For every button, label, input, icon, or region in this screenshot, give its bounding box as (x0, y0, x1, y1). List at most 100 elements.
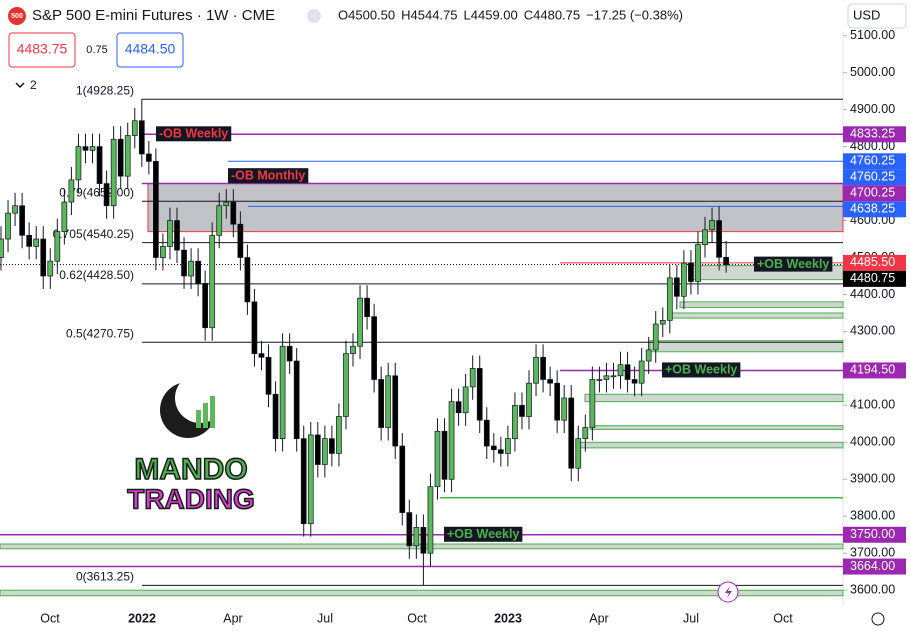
level-label-bg (843, 185, 906, 202)
y-tick-label: 4300.00 (850, 324, 895, 338)
zone (0, 589, 844, 597)
zone (147, 182, 844, 233)
zone (589, 425, 844, 430)
indicator-count: 2 (30, 78, 37, 92)
candle-body (286, 345, 293, 362)
annotation: +OB Weekly (665, 363, 737, 377)
candle-body (40, 238, 47, 277)
y-tick-label: 3800.00 (850, 509, 895, 523)
candle-body (5, 212, 11, 240)
candle-body (497, 449, 504, 454)
level-label: 3664.00 (850, 559, 895, 573)
candle-body (540, 356, 546, 380)
ohlc-value: −17.25 (−0.38%) (586, 7, 683, 22)
hide-button[interactable] (307, 9, 321, 23)
y-tick-label: 3600.00 (850, 583, 895, 597)
candle-body (399, 445, 406, 513)
candle-body (26, 234, 33, 247)
candle-body (216, 205, 223, 236)
annotation-bg (444, 526, 523, 542)
candle-body (145, 153, 152, 162)
y-tick-label: 4100.00 (850, 398, 895, 412)
y-tick-label: 4400.00 (850, 287, 895, 301)
candle-body (476, 368, 483, 421)
level-label-bg (843, 201, 906, 218)
candle-body (103, 183, 110, 207)
candle-body (624, 364, 631, 380)
bid: 4483.75 (17, 41, 68, 57)
candle-body (547, 379, 553, 384)
currency-select[interactable] (847, 3, 907, 29)
candle-body (652, 323, 659, 351)
zone (579, 441, 844, 449)
ohlc-label: L (464, 7, 471, 22)
candle-body (702, 229, 708, 245)
candle-body (321, 438, 328, 465)
candle-body (343, 353, 349, 417)
candle-body (575, 438, 582, 469)
logo-bar (203, 403, 208, 428)
symbol-icon-text: 500 (11, 13, 23, 20)
sell-button[interactable] (8, 32, 76, 68)
x-tick-label: Apr (223, 611, 242, 625)
candle-body (61, 201, 68, 232)
candle-body (244, 257, 251, 303)
candle-body (631, 379, 638, 384)
x-tick-label: Jul (317, 611, 333, 625)
y-tick-label: 5100.00 (850, 28, 895, 42)
candle-body (75, 146, 82, 181)
candle-body (455, 401, 462, 414)
ohlc-label: O (338, 7, 348, 22)
level-label: 4760.25 (850, 170, 895, 184)
x-tick-label: Oct (40, 611, 60, 625)
candle-body (385, 375, 392, 428)
candle-body (272, 393, 279, 439)
candle-body (645, 349, 652, 362)
candle-body (110, 138, 117, 207)
candle-body (420, 527, 427, 554)
candle-body (230, 201, 237, 225)
candle-body (0, 238, 4, 258)
candle-body (54, 231, 61, 262)
candle-body (596, 379, 603, 381)
ohlc-value: 4480.75 (533, 7, 580, 22)
ohlc-value: 4500.50 (348, 7, 395, 22)
flash-icon (725, 586, 732, 598)
candle-body (364, 297, 370, 318)
annotation-bg (228, 168, 309, 184)
candle-body (279, 345, 286, 439)
candle-body (329, 438, 335, 454)
y-tick-label: 3700.00 (850, 546, 895, 560)
annotation-bg (156, 126, 232, 142)
spread: 0.75 (86, 44, 107, 56)
candle-body (659, 319, 666, 325)
level-label: 4760.25 (850, 154, 895, 168)
candle-body (483, 419, 490, 447)
candle-body (526, 382, 532, 417)
settings-button[interactable] (871, 612, 885, 626)
candle-body (378, 379, 385, 428)
candle-body (427, 486, 434, 554)
collapse-icon[interactable] (15, 82, 25, 89)
candle-body (413, 527, 420, 547)
level-label: 4480.75 (850, 271, 895, 285)
buy-button[interactable] (116, 32, 184, 68)
level-label: 3750.00 (850, 527, 895, 541)
header-bg (0, 0, 843, 32)
candle-body (251, 301, 258, 354)
annotation: -OB Weekly (159, 127, 228, 141)
candle-body (469, 368, 476, 388)
candle-body (300, 438, 307, 525)
candle-body (673, 277, 680, 297)
candle-body (174, 220, 180, 251)
x-tick-label: Oct (773, 611, 793, 625)
level-label: 4485.50 (850, 255, 895, 269)
level-label-bg (843, 126, 906, 143)
annotation-bg (754, 256, 833, 272)
ohlc-value: 4544.75 (411, 7, 458, 22)
price-axis (843, 0, 910, 632)
candle-body (406, 512, 413, 547)
